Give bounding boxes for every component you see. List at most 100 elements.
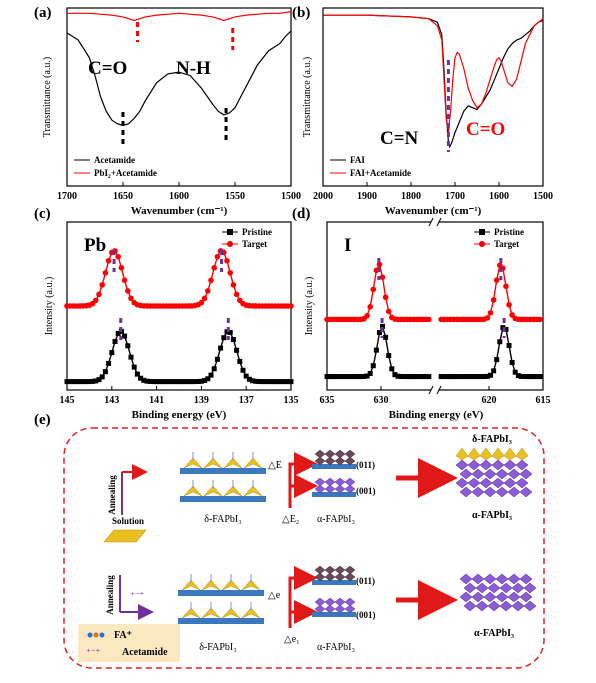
octahedron [334,484,346,494]
annealing-arrow-top: Annealing [107,464,148,515]
data-point [102,369,108,375]
octahedron [463,582,477,594]
data-point [205,376,211,382]
x-tick-label: 630 [374,395,389,406]
panel-d-ticks: 635 630 620 615 [320,217,551,406]
octahedron [203,457,223,469]
panel-c: (c) Intensity (a.u.) Binding energy (eV)… [34,206,299,421]
data-point [243,373,249,379]
octahedron [491,459,505,471]
octahedron [483,468,497,480]
facet-001-bottom: (001) [356,610,376,620]
data-point [417,374,423,380]
data-point [170,379,176,385]
data-point [509,360,515,366]
octahedron [243,485,263,497]
data-point [466,374,472,380]
data-point [125,288,131,294]
panel-b-label: (b) [292,5,310,21]
panel-d: (d) Intensity (a.u.) Binding energy (eV)… [292,206,551,421]
annealing-label-top: Annealing [107,475,117,515]
octahedron [523,582,537,594]
data-point [128,354,134,360]
panel-b-legend-0: FAI [350,155,365,165]
panel-d-label: (d) [292,206,310,222]
alpha-phase-title-bottom-right: α-FAPbI₃ [474,628,514,639]
alpha-phase-title-top-right: α-FAPbI₃ [472,510,512,521]
octahedron [241,607,261,619]
data-point [189,379,195,385]
x-tick-label: 1650 [113,191,133,202]
data-point [438,374,444,380]
bracket-arrows-top: △E △E₂ [268,452,318,525]
octahedron [515,477,529,489]
data-point [512,369,518,375]
axis-break-gap [431,386,439,394]
data-point [447,374,453,380]
octahedron [507,591,521,603]
data-point [115,330,121,336]
panel-a-annotation-nh: N-H [176,58,211,79]
data-point [96,291,102,298]
data-point [333,374,339,380]
octahedron [455,447,469,461]
panel-a-legend-0: Acetamide [94,155,135,165]
data-point [83,379,89,385]
data-point [382,294,389,301]
octahedron [324,572,336,582]
octahedron [507,486,521,498]
data-point [64,379,70,385]
data-point [457,374,463,380]
data-point [451,374,457,380]
octahedron [487,582,501,594]
data-point [469,374,475,380]
data-point [86,379,92,385]
octahedron [334,456,346,466]
data-point [250,378,256,384]
panel-b-annotation-cn: C=N [380,128,419,149]
octahedron [511,600,525,612]
data-point [134,371,140,377]
delta-label-top: δ-FAPbI₃ [204,514,241,525]
octahedron [479,447,493,461]
octahedron [495,573,509,585]
data-point [230,337,236,343]
data-point [160,379,166,385]
octahedron [334,572,346,582]
data-point [420,374,426,380]
data-point [106,360,112,366]
data-point [195,379,201,385]
panel-b-legend-1: FAI+Acetamide [350,168,411,178]
series-line-1 [323,14,544,133]
panel-d-series [324,261,543,380]
data-point [324,374,330,380]
data-point [537,374,543,380]
panel-b-annotation-co: C=O [466,119,505,140]
octahedron [495,591,509,603]
octahedron [503,477,517,489]
panel-a-series [66,11,292,127]
octahedron [314,572,326,582]
data-point [379,274,386,281]
data-point [115,253,121,260]
data-point [370,286,377,293]
octahedron [181,607,201,619]
data-point [481,374,487,380]
octahedron [455,477,469,489]
octahedron [459,468,473,480]
data-point [211,366,217,372]
octahedron [475,600,489,612]
substrate-layer [312,464,356,469]
octahedron [223,485,243,497]
octahedron [467,459,481,471]
data-point [367,304,374,310]
octahedron [183,485,203,497]
x-tick-label: 135 [284,395,299,406]
data-point [475,374,481,380]
data-point [407,374,413,380]
data-point [537,316,543,323]
panel-d-legend-1: Target [494,239,519,249]
data-point [67,379,73,385]
data-point [128,295,134,302]
octahedron [203,485,223,497]
